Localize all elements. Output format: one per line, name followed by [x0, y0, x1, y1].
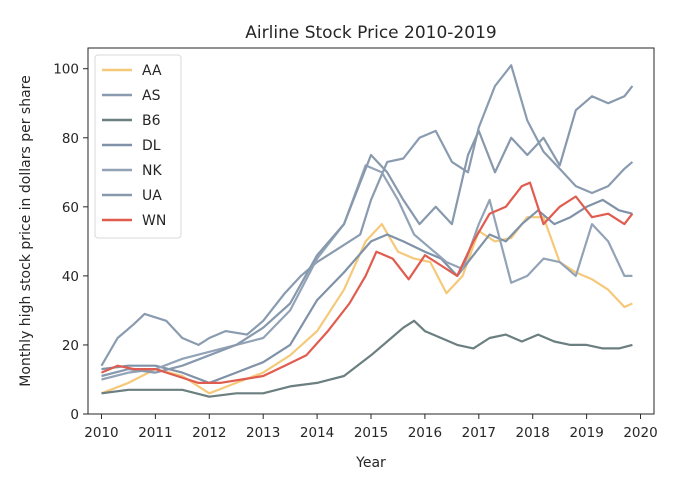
- x-axis-label: Year: [355, 455, 386, 471]
- series-line-as: [100, 64, 634, 367]
- x-tick-label: 2017: [462, 425, 496, 441]
- legend: AA AS B6 DL NK UA WN: [94, 54, 182, 239]
- y-axis: 0 20 40 60 80 100: [53, 62, 88, 423]
- x-axis: 2010 2011 2012 2013 2014 2015 2016 2017 2018 2019…: [84, 414, 658, 441]
- x-tick-label: 2019: [569, 425, 603, 441]
- legend-label-as: AS: [142, 88, 161, 104]
- x-tick-label: 2020: [623, 425, 657, 441]
- series-line-ua: [101, 85, 634, 378]
- series-line-b6: [101, 319, 633, 398]
- legend-label-dl: DL: [142, 138, 161, 154]
- legend-box: [94, 54, 182, 239]
- legend-label-b6: B6: [142, 113, 161, 129]
- y-tick-label: 60: [62, 200, 79, 216]
- y-tick-label: 100: [53, 62, 79, 78]
- legend-label-wn: WN: [142, 213, 166, 229]
- y-tick-label: 20: [62, 338, 79, 354]
- x-tick-label: 2018: [516, 425, 550, 441]
- x-tick-label: 2011: [138, 425, 172, 441]
- x-tick-label: 2013: [246, 425, 280, 441]
- y-tick-label: 80: [62, 131, 79, 147]
- x-tick-label: 2012: [192, 425, 226, 441]
- series-line-dl: [101, 198, 633, 384]
- legend-label-ua: UA: [142, 188, 162, 204]
- legend-label-aa: AA: [142, 63, 162, 79]
- series-line-wn: [101, 181, 634, 384]
- y-tick-label: 0: [70, 407, 79, 423]
- x-tick-label: 2010: [84, 425, 118, 441]
- plot-lines: [100, 64, 634, 398]
- y-axis-label: Monthly high stock price in dollars per …: [18, 75, 34, 386]
- x-tick-label: 2014: [300, 425, 334, 441]
- x-tick-label: 2015: [354, 425, 388, 441]
- legend-label-nk: NK: [142, 163, 162, 179]
- chart-title: Airline Stock Price 2010-2019: [245, 23, 496, 43]
- y-tick-label: 40: [62, 269, 79, 285]
- x-tick-label: 2016: [408, 425, 442, 441]
